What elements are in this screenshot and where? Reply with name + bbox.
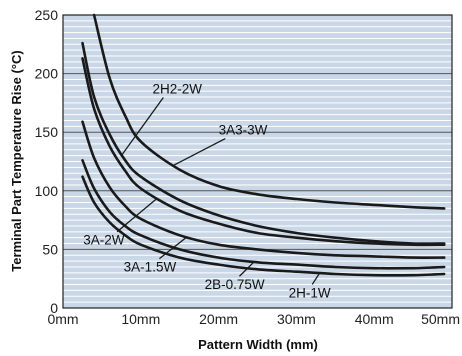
series-line-3a3-3w xyxy=(92,13,446,210)
y-tick-label: 200 xyxy=(35,66,59,82)
series-lines xyxy=(81,13,446,277)
annotation-label-2b-0-75w: 2B-0.75W xyxy=(205,277,265,292)
x-tick-label: 10mm xyxy=(121,311,160,327)
y-tick-label: 100 xyxy=(35,183,59,199)
annotation-leader-2h2-2w xyxy=(120,97,164,157)
annotations: 2H2-2W 3A3-3W 3A-2W 3A-1.5W 2B-0.75W 2H-1W xyxy=(83,82,331,301)
x-tick-label: 20mm xyxy=(199,311,238,327)
annotation-leader-2h-1w xyxy=(311,272,321,285)
minor-gridlines xyxy=(63,20,452,303)
series-line-2h-1w xyxy=(81,175,446,277)
annotation-label-2h2-2w: 2H2-2W xyxy=(152,82,202,97)
annotation-label-3a-2w: 3A-2W xyxy=(83,233,125,248)
series-line-3a-1-5w xyxy=(81,120,446,259)
series-line-3a-2w xyxy=(81,57,446,247)
plot-frame xyxy=(62,14,453,309)
x-axis-title: Pattern Width (mm) xyxy=(198,337,318,352)
annotation-label-3a-1-5w: 3A-1.5W xyxy=(124,260,177,275)
x-axis-tick-labels: 0mm 10mm 20mm 30mm 40mm 50mm xyxy=(47,311,460,327)
x-tick-label: 40mm xyxy=(355,311,394,327)
series-line-2b-0-75w xyxy=(81,159,446,270)
y-tick-label: 0 xyxy=(50,300,58,316)
annotation-label-3a3-3w: 3A3-3W xyxy=(219,123,268,138)
series-line-2h2-2w xyxy=(81,41,446,245)
x-tick-label: 30mm xyxy=(277,311,316,327)
x-tick-label: 0mm xyxy=(47,311,78,327)
y-tick-label: 150 xyxy=(35,124,59,140)
annotation-leader-2b-0-75w xyxy=(238,261,255,277)
y-axis-title: Terminal Part Temperature Rise (°C) xyxy=(9,50,24,271)
x-tick-label: 50mm xyxy=(421,311,460,327)
annotation-leader-3a-1-5w xyxy=(159,235,188,260)
annotation-leader-3a-2w xyxy=(116,198,157,233)
annotation-label-2h-1w: 2H-1W xyxy=(289,285,331,300)
y-tick-label: 250 xyxy=(35,7,59,23)
y-axis-tick-labels: 0 50 100 150 200 250 xyxy=(35,7,59,316)
annotation-leader-3a3-3w xyxy=(171,137,226,167)
y-tick-label: 50 xyxy=(42,241,58,257)
